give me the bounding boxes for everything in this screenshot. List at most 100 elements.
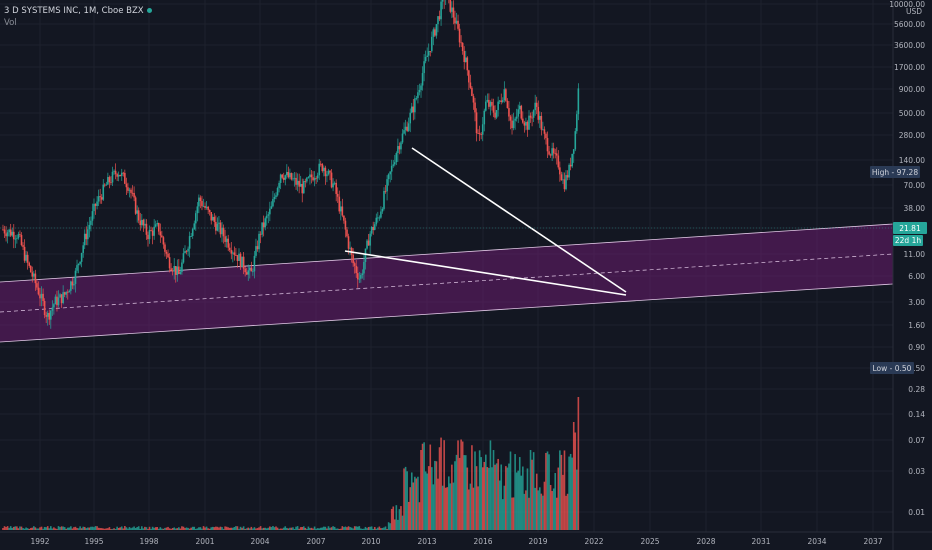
candle — [111, 166, 114, 186]
candle — [407, 117, 410, 132]
volume-bar — [120, 526, 123, 530]
candle — [54, 294, 57, 305]
upper-trendline[interactable] — [411, 147, 627, 293]
volume-bar — [412, 482, 415, 530]
volume-bar — [295, 526, 297, 530]
candle — [296, 173, 299, 192]
volume-bar — [282, 527, 285, 530]
candle — [434, 27, 436, 37]
candle — [161, 230, 163, 238]
candle — [88, 217, 91, 238]
volume-bar — [503, 485, 506, 530]
symbol-title[interactable]: 3 D SYSTEMS INC, 1M, Cboe BZX — [4, 5, 155, 17]
price-axis[interactable]: 10000.00 5600.00 3600.00 1700.00 900.00 500.0… — [889, 0, 925, 517]
volume-bar — [22, 528, 24, 530]
candle — [248, 265, 251, 279]
candle — [451, 1, 453, 19]
candle — [346, 227, 348, 238]
candle — [481, 117, 484, 142]
candle — [327, 168, 330, 176]
volume-bar — [28, 528, 31, 530]
volume-bar — [497, 458, 499, 530]
candle — [343, 215, 345, 224]
channel-fill — [0, 224, 893, 342]
candle — [100, 194, 103, 204]
volume-bar — [329, 527, 331, 530]
volume-bar — [241, 527, 243, 530]
volume-bar — [264, 527, 267, 530]
candle — [397, 138, 399, 162]
volume-bar — [161, 528, 163, 530]
candle — [33, 270, 35, 281]
candle — [498, 99, 501, 105]
candle — [216, 217, 219, 232]
candle — [150, 226, 152, 232]
time-axis[interactable]: 1992 1995 1998 2001 2004 2007 2010 2013 2016 2019… — [0, 531, 932, 546]
volume-bar — [398, 509, 401, 530]
candle — [157, 222, 160, 235]
candle — [215, 215, 217, 235]
volume-bar — [66, 527, 69, 530]
volume-bar — [347, 526, 350, 530]
volume-bar — [154, 527, 157, 530]
candle — [335, 179, 337, 202]
volume-bar — [26, 528, 29, 530]
candle — [448, 0, 450, 4]
candle — [20, 232, 23, 247]
candle — [270, 201, 273, 210]
candle — [218, 216, 220, 233]
time-tick-label: 2007 — [306, 537, 325, 546]
volume-bar — [522, 466, 524, 530]
volume-bar — [480, 457, 482, 530]
volume-bar — [366, 528, 368, 530]
volume-bar — [164, 527, 166, 530]
candle — [554, 148, 557, 159]
candle — [147, 231, 149, 247]
volume-bar — [185, 527, 188, 530]
candle — [369, 231, 371, 255]
volume-bar — [273, 527, 276, 530]
candle — [460, 35, 462, 47]
volume-bar — [168, 528, 171, 530]
candle — [3, 225, 6, 238]
candle — [145, 219, 148, 240]
volume-bar — [421, 443, 424, 530]
candle — [361, 269, 364, 279]
candle — [306, 176, 308, 184]
time-tick-label: 2016 — [473, 537, 492, 546]
volume-bar — [302, 526, 305, 530]
volume-bar — [360, 528, 362, 530]
volume-bar — [373, 526, 376, 530]
volume-bar — [250, 526, 253, 530]
candle — [164, 242, 166, 257]
volume-bar — [36, 528, 38, 530]
market-status-dot — [146, 7, 152, 13]
volume-bar — [409, 487, 412, 530]
volume-bar — [60, 526, 63, 530]
volume-bar — [165, 527, 168, 530]
volume-bar — [289, 527, 291, 530]
volume-bar — [432, 484, 435, 530]
volume-bar — [178, 527, 180, 530]
candle — [353, 261, 356, 274]
lower-trendline[interactable] — [344, 250, 627, 296]
candle — [356, 266, 359, 288]
candle — [415, 95, 418, 101]
candle — [531, 111, 533, 127]
candle — [228, 243, 231, 253]
volume-bar — [327, 526, 330, 530]
volume-bar — [256, 528, 259, 530]
candle — [37, 281, 40, 296]
volume-bar — [546, 451, 549, 530]
volume-bar — [557, 467, 560, 530]
candle — [358, 271, 361, 284]
candle — [25, 250, 27, 263]
candle — [94, 203, 97, 215]
candle — [245, 268, 248, 275]
candle — [452, 0, 455, 25]
candle — [304, 178, 307, 188]
price-tick-label: 0.14 — [908, 410, 925, 419]
volume-bar — [483, 461, 486, 530]
candle — [190, 232, 192, 237]
